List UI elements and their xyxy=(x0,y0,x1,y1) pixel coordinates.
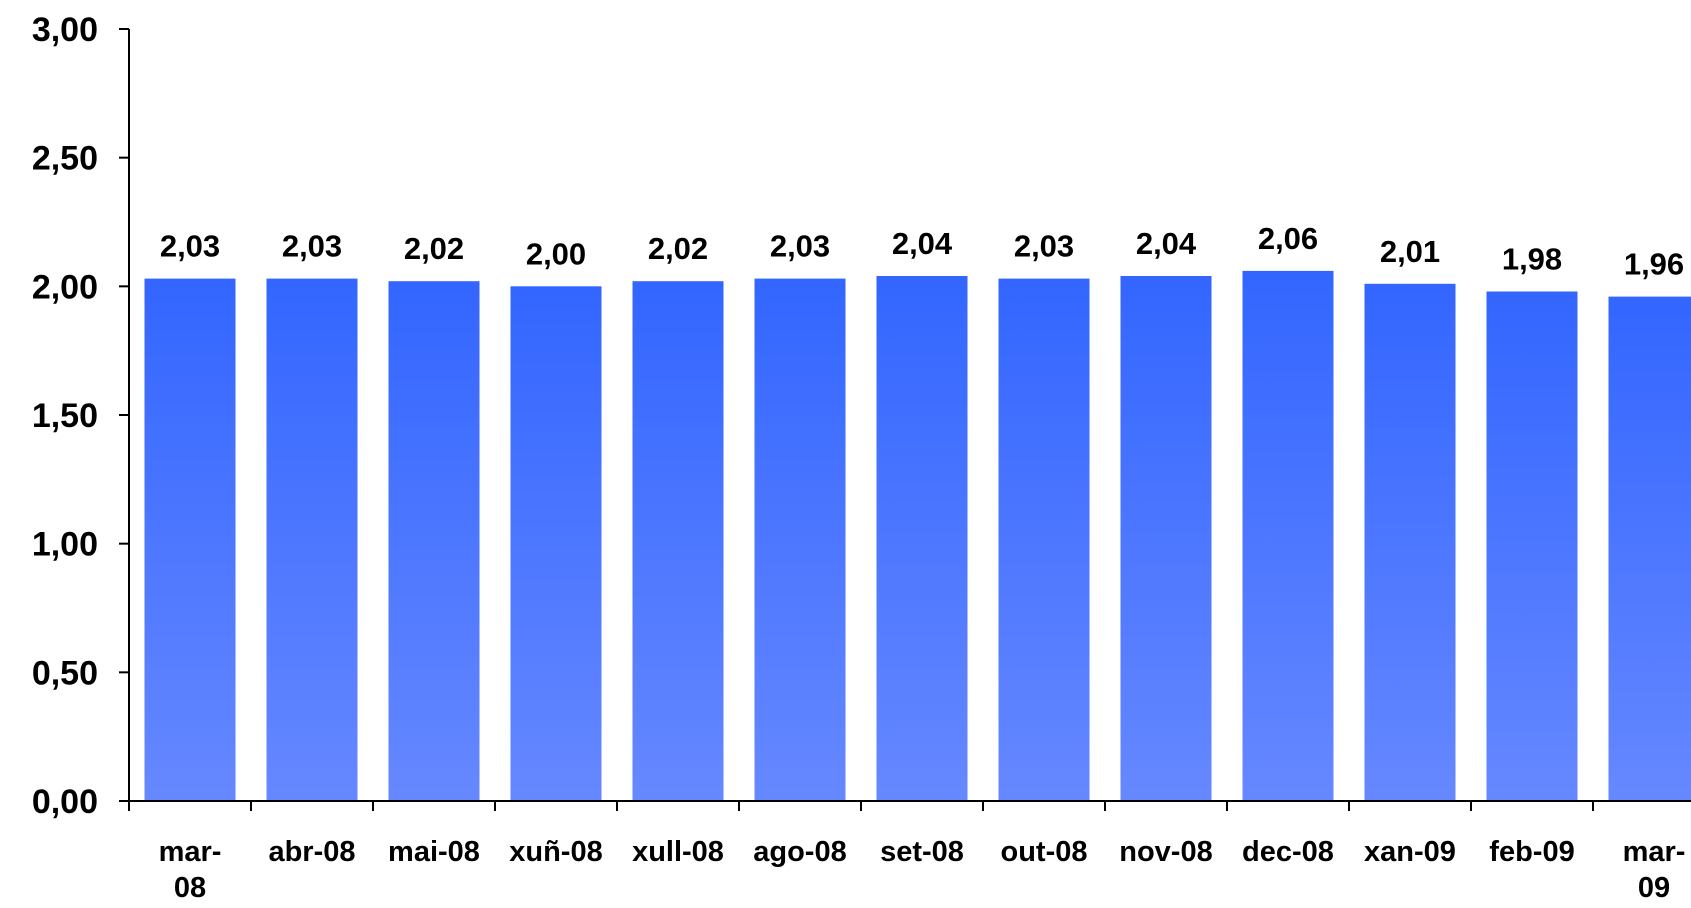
x-tick-label-nov-08: nov-08 xyxy=(1119,836,1212,868)
bar-nov-08 xyxy=(1120,276,1212,801)
data-label-xan-09: 2,01 xyxy=(1380,234,1440,269)
bar-xan-09 xyxy=(1364,283,1456,801)
y-tick-label: 1,00 xyxy=(32,526,98,564)
bar-abr-08 xyxy=(266,278,358,802)
bar-out-08 xyxy=(998,278,1090,802)
bar-ago-08 xyxy=(754,278,846,802)
x-tick-label-xuñ-08: xuñ-08 xyxy=(509,836,602,868)
data-label-ago-08: 2,03 xyxy=(770,229,830,264)
x-tick-label-xull-08: xull-08 xyxy=(632,836,724,868)
bar-mar-09 xyxy=(1608,296,1691,801)
data-label-set-08: 2,04 xyxy=(892,226,953,261)
x-tick-label-dec-08: dec-08 xyxy=(1242,836,1334,868)
x-tick-label-ago-08: ago-08 xyxy=(753,836,846,868)
y-tick-label: 2,00 xyxy=(32,268,98,306)
y-tick-label: 3,00 xyxy=(32,11,98,49)
data-label-feb-09: 1,98 xyxy=(1502,242,1562,277)
bar-dec-08 xyxy=(1242,270,1334,801)
x-tick-label-set-08: set-08 xyxy=(880,836,964,868)
x-tick-label-feb-09: feb-09 xyxy=(1489,836,1574,868)
data-label-mai-08: 2,02 xyxy=(404,231,464,266)
data-label-xuñ-08: 2,00 xyxy=(526,236,586,271)
data-label-nov-08: 2,04 xyxy=(1136,226,1197,261)
data-label-mar-09: 1,96 xyxy=(1624,247,1684,282)
x-axis: mar-08 abr-08 mai-08 xuñ-08 xull-08 ago-08 set… xyxy=(128,800,1691,904)
x-tick-label-abr-08: abr-08 xyxy=(268,836,355,868)
x-tick-label-mar-09: mar-09 xyxy=(1623,836,1686,904)
y-tick-label: 2,50 xyxy=(32,140,98,178)
bar-xuñ-08 xyxy=(510,286,602,801)
data-label-xull-08: 2,02 xyxy=(648,231,708,266)
data-label-dec-08: 2,06 xyxy=(1258,221,1318,256)
data-label-abr-08: 2,03 xyxy=(282,229,342,264)
x-tick-label-mai-08: mai-08 xyxy=(388,836,480,868)
bar-xull-08 xyxy=(632,281,724,801)
bar-mai-08 xyxy=(388,281,480,801)
y-tick-label: 0,50 xyxy=(32,654,98,692)
bar-set-08 xyxy=(876,276,968,801)
x-tick-label-mar-08: mar-08 xyxy=(159,836,222,904)
y-tick-label: 1,50 xyxy=(32,397,98,435)
bar-mar-08 xyxy=(144,278,236,802)
data-labels-layer: 2,03 2,03 2,02 2,00 2,02 2,03 2,04 2,03 2,04 2,06… xyxy=(160,221,1684,282)
x-tick-label-xan-09: xan-09 xyxy=(1364,836,1456,868)
y-axis: 0,00 0,50 1,00 1,50 2,00 2,50 3,00 xyxy=(32,11,130,821)
x-tick-label-out-08: out-08 xyxy=(1001,836,1088,868)
bars-layer xyxy=(144,270,1691,802)
data-label-out-08: 2,03 xyxy=(1014,229,1074,264)
y-tick-label: 0,00 xyxy=(32,783,98,821)
bar-feb-09 xyxy=(1486,291,1578,801)
data-label-mar-08: 2,03 xyxy=(160,229,220,264)
